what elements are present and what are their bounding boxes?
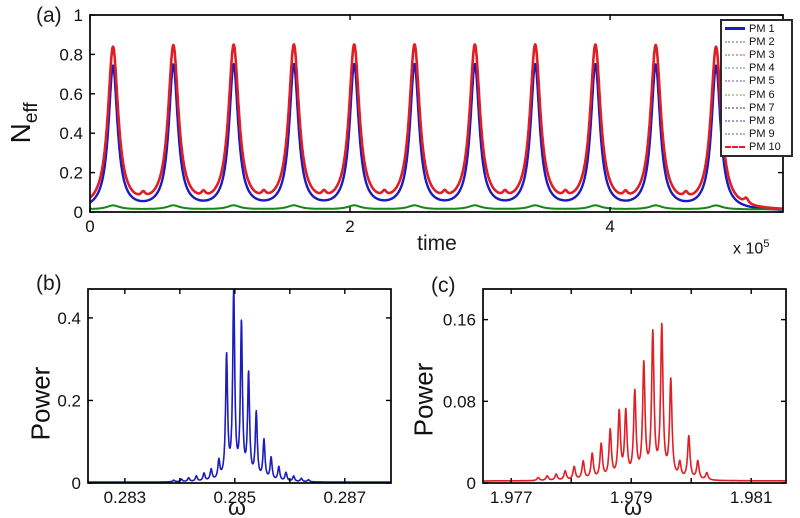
axes-box-b xyxy=(87,288,392,484)
legend-label: PM 1 xyxy=(749,22,775,35)
legend-label: PM 10 xyxy=(749,141,781,154)
y-tick-label: 0 xyxy=(467,474,476,493)
y-tick-label: 0.4 xyxy=(57,309,81,328)
legend-row-pm-3: PM 3 xyxy=(725,48,791,61)
legend-line-sample xyxy=(725,93,745,96)
xscale-exponent: 5 xyxy=(763,238,770,250)
series-power-spectrum-(fundamental-band) xyxy=(88,289,391,483)
y-tick-label: 1 xyxy=(74,6,83,25)
legend-label: PM 7 xyxy=(749,101,775,114)
y-axis-label-neff: Neff xyxy=(5,53,43,193)
legend-row-pm-9: PM 9 xyxy=(725,128,791,141)
y-axis-label-power-b: Power xyxy=(25,366,56,441)
legend-line-sample xyxy=(725,80,745,83)
y-tick-label: 0.16 xyxy=(443,311,476,330)
legend-row-pm-7: PM 7 xyxy=(725,101,791,114)
legend: PM 1 PM 2 PM 3 PM 4 PM 5 PM 6 PM 7 PM 8 PM 9 PM 1… xyxy=(720,19,793,157)
y-axis-label-power-c: Power xyxy=(408,362,439,437)
x-tick-label: 0.285 xyxy=(214,488,257,507)
panel-label-b: (b) xyxy=(36,272,62,295)
xscale-mantissa: x 10 xyxy=(733,240,764,258)
legend-label: PM 8 xyxy=(749,114,775,127)
legend-label: PM 5 xyxy=(749,75,775,88)
legend-line-sample xyxy=(725,40,745,43)
y-tick-label: 0 xyxy=(74,203,83,222)
legend-label: PM 4 xyxy=(749,62,775,75)
legend-row-pm-5: PM 5 xyxy=(725,75,791,88)
panel-b: 0.283 0.285 0.287 0 0.2 0.4 xyxy=(57,288,392,507)
legend-line-sample xyxy=(725,146,745,149)
legend-line-sample xyxy=(725,106,745,109)
x-tick-label: 2 xyxy=(345,217,354,236)
panel-c: 1.977 1.979 1.981 0 0.08 0.16 xyxy=(443,288,787,507)
legend-label: PM 6 xyxy=(749,88,775,101)
panel-label-c: (c) xyxy=(431,274,456,297)
legend-line-sample xyxy=(725,53,745,56)
legend-row-pm-10: PM 10 xyxy=(725,141,791,154)
x-axis-label-time: time xyxy=(417,232,457,255)
legend-label: PM 2 xyxy=(749,35,775,48)
y-tick-label: 0.2 xyxy=(59,164,83,183)
x-axis-scale-multiplier: x 105 xyxy=(733,238,769,258)
x-tick-label: 1.981 xyxy=(730,488,773,507)
legend-row-pm-6: PM 6 xyxy=(725,88,791,101)
neff-main: N xyxy=(5,123,37,144)
x-tick-label: 1.977 xyxy=(490,488,533,507)
x-tick-label: 0.283 xyxy=(104,488,147,507)
series-pm-2-9-(near-zero) xyxy=(90,204,783,211)
axes-box-a xyxy=(89,14,784,213)
legend-line-sample xyxy=(725,119,745,122)
series-pm-1 xyxy=(90,62,783,211)
y-tick-label: 0.4 xyxy=(59,124,83,143)
x-tick-label: 1.979 xyxy=(610,488,653,507)
x-axis-label-omega-b: ω xyxy=(228,494,246,518)
legend-row-pm-1: PM 1 xyxy=(725,22,791,35)
y-tick-label: 0 xyxy=(72,474,81,493)
series-power-spectrum-(harmonic-band) xyxy=(483,322,786,482)
legend-line-sample xyxy=(725,67,745,70)
y-tick-label: 0.08 xyxy=(443,392,476,411)
panel-a: 0 2 4 0 0.2 0.4 0.6 0.8 1 xyxy=(59,6,784,236)
x-axis-label-omega-c: ω xyxy=(624,494,642,518)
legend-row-pm-2: PM 2 xyxy=(725,35,791,48)
x-tick-label: 0 xyxy=(85,217,94,236)
legend-row-pm-8: PM 8 xyxy=(725,114,791,127)
x-tick-label: 4 xyxy=(605,217,614,236)
series-pm-10 xyxy=(90,43,783,210)
neff-subscript: eff xyxy=(20,102,42,124)
panel-label-a: (a) xyxy=(36,4,62,27)
y-tick-label: 0.2 xyxy=(57,391,81,410)
legend-label: PM 9 xyxy=(749,128,775,141)
legend-line-sample xyxy=(725,27,745,31)
y-tick-label: 0.8 xyxy=(59,45,83,64)
legend-line-sample xyxy=(725,133,745,136)
y-tick-label: 0.6 xyxy=(59,85,83,104)
legend-label: PM 3 xyxy=(749,48,775,61)
x-tick-label: 0.287 xyxy=(324,488,367,507)
axes-box-c xyxy=(482,288,787,484)
legend-row-pm-4: PM 4 xyxy=(725,62,791,75)
